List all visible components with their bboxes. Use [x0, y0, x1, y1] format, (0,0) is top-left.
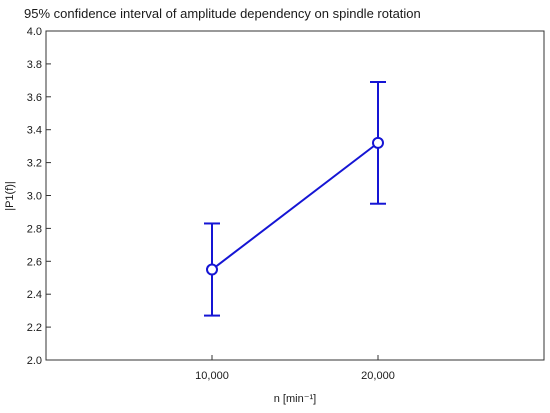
y-tick-label: 3.0 — [27, 191, 42, 203]
data-point — [206, 263, 218, 276]
chart-title: 95% confidence interval of amplitude dep… — [24, 6, 421, 21]
y-tick-label: 2.2 — [27, 322, 42, 334]
x-axis: 10,000 20,000 — [195, 355, 395, 382]
y-tick-label: 2.4 — [27, 289, 42, 301]
plot-frame — [45, 30, 545, 361]
series-line — [211, 142, 379, 271]
y-axis-label: |P1(f)| — [4, 181, 16, 211]
y-tick-label: 4.0 — [27, 26, 42, 38]
y-tick-label: 3.8 — [27, 59, 42, 71]
data-point — [372, 136, 384, 149]
y-axis: 2.0 2.2 2.4 2.6 2.8 3.0 3.2 3.4 3.6 3.8 4.0 — [27, 26, 51, 367]
y-tick-label: 2.6 — [27, 256, 42, 268]
x-tick-label: 10,000 — [195, 370, 229, 382]
y-tick-label: 3.6 — [27, 92, 42, 104]
y-tick-label: 3.4 — [27, 125, 42, 137]
series-layer — [204, 80, 386, 317]
y-tick-label: 3.2 — [27, 158, 42, 170]
y-tick-label: 2.8 — [27, 223, 42, 235]
x-tick-label: 20,000 — [361, 370, 395, 382]
y-tick-label: 2.0 — [27, 355, 42, 367]
x-axis-label: n [min⁻¹] — [274, 393, 316, 405]
